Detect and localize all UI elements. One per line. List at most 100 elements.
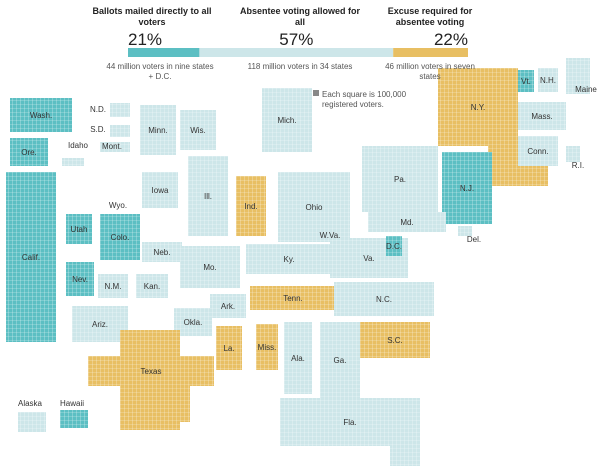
state-label: Hawaii: [60, 399, 84, 408]
state-grid: [216, 326, 242, 370]
legend-note: Each square is 100,000 registered voters…: [322, 90, 407, 109]
state-grid: [566, 146, 580, 162]
state-label: Conn.: [527, 147, 548, 156]
state-label: Wyo.: [109, 201, 127, 210]
state-grid: [10, 138, 48, 166]
state-label: Utah: [71, 225, 88, 234]
state-label: Neb.: [154, 248, 171, 257]
state-grid: [10, 98, 72, 132]
state-grid: [98, 274, 128, 298]
state-label: N.C.: [376, 295, 392, 304]
group-note: 46 million voters in seven states: [385, 62, 475, 81]
state-label: Md.: [400, 218, 413, 227]
state-grid: [60, 410, 88, 428]
state-grid: [442, 152, 492, 224]
state-label: N.J.: [460, 184, 474, 193]
group-note: 118 million voters in 34 states: [247, 62, 353, 71]
state-label: N.M.: [105, 282, 122, 291]
state-grid: [368, 212, 446, 232]
state-label: Ga.: [334, 356, 347, 365]
state-grid: [518, 102, 566, 130]
state-label: Miss.: [258, 343, 277, 352]
state-grid: [284, 322, 312, 394]
state-label: S.C.: [387, 336, 403, 345]
group-title: Absentee voting allowed for all: [240, 6, 361, 27]
state-label: Ky.: [284, 255, 295, 264]
group-note: 44 million voters in nine states + D.C.: [106, 62, 214, 81]
state-label: Texas: [141, 367, 162, 376]
state-grid: [262, 88, 312, 152]
state-label: Fla.: [343, 418, 356, 427]
state-grid: [66, 262, 94, 296]
state-label: Pa.: [394, 175, 406, 184]
state-grid: [136, 274, 168, 298]
state-grid: [188, 156, 228, 236]
state-label: Mo.: [203, 263, 216, 272]
bar-segment: [128, 48, 200, 57]
state-label: R.I.: [572, 161, 584, 170]
state-grid: [62, 158, 84, 166]
state-grid: [566, 58, 590, 94]
bar-segment: [393, 48, 468, 57]
state-grid: [320, 322, 360, 398]
state-grid: [150, 386, 190, 422]
state-grid: [140, 105, 176, 155]
state-grid: [438, 68, 518, 146]
state-grid: [256, 324, 278, 370]
state-label: Tenn.: [283, 294, 303, 303]
state-label: Iowa: [152, 186, 169, 195]
state-grid: [180, 110, 216, 150]
state-grid: [280, 398, 420, 446]
state-grid: [518, 70, 534, 92]
state-label: Del.: [467, 235, 481, 244]
state-grid: [72, 306, 128, 342]
state-label: Alaska: [18, 399, 43, 408]
state-grid: [100, 142, 130, 152]
state-grid: [250, 286, 336, 310]
state-label: Ala.: [291, 354, 305, 363]
state-label: Mont.: [102, 142, 122, 151]
state-grid: [180, 246, 240, 288]
group-percent: 21%: [128, 30, 163, 49]
state-grid: [110, 125, 130, 137]
state-grid: [458, 226, 472, 236]
state-label: Ariz.: [92, 320, 108, 329]
state-grid: [386, 236, 402, 256]
state-label: Wash.: [30, 111, 52, 120]
bar-segment: [199, 48, 394, 57]
state-label: Mich.: [277, 116, 296, 125]
state-label: Minn.: [148, 126, 168, 135]
state-grid: [100, 214, 140, 260]
state-label: D.C.: [386, 242, 402, 251]
state-label: S.D.: [90, 125, 106, 134]
state-label: Ark.: [221, 302, 235, 311]
state-grid: [236, 176, 266, 236]
state-grid: [110, 103, 130, 117]
state-grid: [362, 146, 438, 212]
state-label: Colo.: [111, 233, 130, 242]
state-grid: [18, 412, 46, 432]
state-grid: [210, 294, 246, 318]
state-label: N.Y.: [471, 103, 486, 112]
state-label: W.Va.: [320, 231, 341, 240]
state-grid: [6, 172, 56, 342]
state-label: N.H.: [540, 76, 556, 85]
state-label: Maine: [575, 85, 597, 94]
state-label: Kan.: [144, 282, 160, 291]
state-label: Ind.: [244, 202, 257, 211]
state-grid: [518, 136, 558, 166]
group-title: Ballots mailed directly to all voters: [92, 6, 212, 27]
state-label: Vt.: [521, 77, 531, 86]
state-grid: [142, 172, 178, 208]
state-grid: [246, 244, 332, 274]
state-grid: [390, 440, 420, 466]
state-grid: [174, 308, 212, 336]
state-grid: [538, 68, 558, 92]
state-label: La.: [223, 344, 234, 353]
state-label: Okla.: [184, 318, 203, 327]
state-label: Mass.: [531, 112, 552, 121]
group-title: Excuse required for absentee voting: [387, 6, 473, 27]
state-label: Wis.: [190, 126, 206, 135]
